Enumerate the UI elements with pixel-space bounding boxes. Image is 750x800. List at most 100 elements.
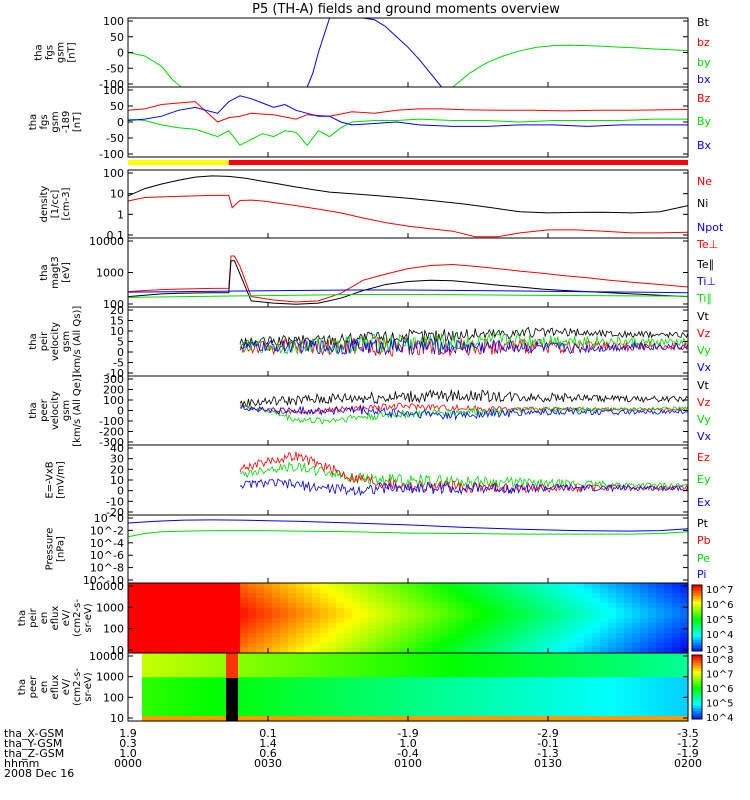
spectrogram-cell <box>560 593 569 599</box>
spectrogram-cell <box>528 613 537 619</box>
spectrogram-cell <box>448 588 457 594</box>
spectrogram-cell <box>568 701 577 708</box>
spectrogram-cell <box>488 583 497 589</box>
spectrogram-cell <box>200 613 209 619</box>
spectrogram-cell <box>416 696 425 703</box>
spectrogram-cell <box>656 677 665 683</box>
spectrogram-cell <box>664 588 673 594</box>
spectrogram-cell <box>168 613 177 619</box>
spectrogram-cell <box>200 633 209 639</box>
spectrogram-cell <box>248 638 257 644</box>
colorbar-step <box>692 645 702 649</box>
spectrogram-cell <box>168 716 177 722</box>
spectrogram-cell <box>192 603 201 609</box>
spectrogram-cell <box>600 691 609 698</box>
y-tick-label: 100 <box>103 15 124 28</box>
spectrogram-cell <box>352 638 361 644</box>
spectrogram-cell <box>360 667 369 674</box>
spectrogram-cell <box>152 598 161 604</box>
spectrogram-cell <box>616 677 625 683</box>
spectrogram-cell <box>488 603 497 609</box>
spectrogram-cell <box>600 648 609 654</box>
spectrogram-cell <box>448 657 457 664</box>
spectrogram-cell <box>528 716 537 722</box>
spectrogram-cell <box>504 687 513 693</box>
spectrogram-cell <box>240 598 249 604</box>
spectrogram-cell <box>344 711 353 717</box>
spectrogram-cell <box>440 691 449 698</box>
spectrogram-cell <box>312 608 321 614</box>
spectrogram-cell <box>296 672 305 678</box>
colorbar-step <box>692 623 702 627</box>
spectrogram-cell <box>152 711 161 717</box>
legend-ez: Ez <box>697 451 710 464</box>
spectrogram-cell <box>216 618 225 624</box>
spectrogram-cell <box>256 643 265 649</box>
spectrogram-cell <box>656 608 665 614</box>
spectrogram-cell <box>168 682 177 688</box>
spectrogram-cell <box>360 588 369 594</box>
spectrogram-cell <box>440 588 449 594</box>
spectrogram-cell <box>392 583 401 589</box>
spectrogram-cell <box>248 682 257 688</box>
spectrogram-cell <box>504 716 513 722</box>
spectrogram-cell <box>384 638 393 644</box>
spectrogram-cell <box>536 672 545 678</box>
spectrogram-cell <box>480 643 489 649</box>
spectrogram-cell <box>472 696 481 703</box>
spectrogram-cell <box>264 696 273 703</box>
spectrogram-cell <box>584 593 593 599</box>
spectrogram-cell <box>416 588 425 594</box>
spectrogram-cell <box>400 687 409 693</box>
legend-vy: Vy <box>697 413 711 426</box>
spectrogram-cell <box>128 648 137 654</box>
spectrogram-cell <box>192 706 201 712</box>
spectrogram-cell <box>528 667 537 674</box>
spectrogram-cell <box>680 662 689 669</box>
spectrogram-cell <box>568 623 577 629</box>
spectrogram-cell <box>280 638 289 644</box>
spectrogram-cell <box>192 711 201 717</box>
spectrogram-cell <box>208 706 217 712</box>
spectrogram-cell <box>600 682 609 688</box>
colorbar-step <box>692 679 702 683</box>
spectrogram-cell <box>192 643 201 649</box>
spectrogram-cell <box>616 623 625 629</box>
spectrogram-cell <box>480 638 489 644</box>
spectrogram-cell <box>376 603 385 609</box>
spectrogram-cell <box>224 638 233 644</box>
spectrogram-cell <box>520 643 529 649</box>
spectrogram-cell <box>664 677 673 683</box>
spectrogram-cell <box>344 696 353 703</box>
spectrogram-cell <box>128 593 137 599</box>
spectrogram-cell <box>536 583 545 589</box>
spectrogram-cell <box>208 653 217 659</box>
spectrogram-cell <box>576 667 585 674</box>
spectrogram-cell <box>320 677 329 683</box>
spectrogram-cell <box>480 588 489 594</box>
spectrogram-cell <box>376 588 385 594</box>
spectrogram-cell <box>584 672 593 678</box>
spectrogram-cell <box>264 657 273 664</box>
spectrogram-cell <box>344 682 353 688</box>
spectrogram-cell <box>616 628 625 634</box>
spectrogram-cell <box>288 662 297 669</box>
spectrogram-cell <box>176 603 185 609</box>
spectrogram-cell <box>512 672 521 678</box>
spectrogram-cell <box>520 588 529 594</box>
spectrogram-cell <box>256 701 265 708</box>
spectrogram-cell <box>576 633 585 639</box>
spectrogram-cell <box>376 583 385 589</box>
spectrogram-cell <box>512 691 521 698</box>
spectrogram-cell <box>568 618 577 624</box>
spectrogram-cell <box>448 711 457 717</box>
spectrogram-cell <box>296 588 305 594</box>
spectrogram-cell <box>208 613 217 619</box>
spectrogram-cell <box>424 638 433 644</box>
spectrogram-cell <box>672 633 681 639</box>
spectrogram-cell <box>456 583 465 589</box>
spectrogram-cell <box>424 643 433 649</box>
spectrogram-cell <box>624 588 633 594</box>
spectrogram-cell <box>544 706 553 712</box>
spectrogram-cell <box>160 662 169 669</box>
